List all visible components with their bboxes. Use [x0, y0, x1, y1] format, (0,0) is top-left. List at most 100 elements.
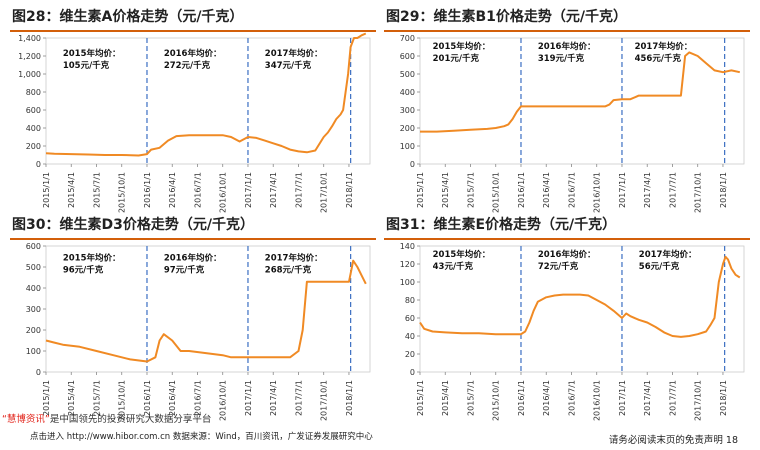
annotation-title: 2016年均价：: [538, 41, 596, 52]
y-tick-label: 0: [36, 160, 41, 169]
y-tick-label: 300: [26, 305, 41, 314]
annotation-value: 319元/千克: [538, 53, 585, 64]
source-line[interactable]: 点击进入 http://www.hibor.com.cn 数据来源：Wind，百…: [30, 432, 373, 442]
x-tick-label: 2016/1/1: [143, 380, 152, 416]
footer-note: “慧博资讯”是中国领先的投资研究大数据分享平台: [2, 411, 211, 425]
price-line: [45, 259, 367, 363]
y-tick-label: 400: [26, 124, 41, 133]
y-tick-label: 0: [410, 160, 415, 169]
x-tick-label: 2017/1/1: [618, 380, 627, 416]
annotation-value: 56元/千克: [639, 261, 680, 272]
x-tick-label: 2015/10/1: [118, 172, 127, 213]
x-tick-label: 2017/4/1: [269, 172, 278, 208]
y-tick-label: 400: [26, 284, 41, 293]
x-tick-label: 2017/1/1: [244, 172, 253, 208]
page-number: 18: [725, 435, 738, 446]
x-tick-label: 2015/4/1: [441, 172, 450, 208]
x-tick-label: 2018/1/1: [719, 380, 728, 416]
brand-text: “慧博资讯”: [2, 414, 50, 425]
y-tick-label: 20: [405, 350, 415, 359]
x-tick-label: 2017/10/1: [694, 380, 703, 421]
x-tick-label: 2016/7/1: [193, 380, 202, 416]
chart-panel-vitamin-a: 图28：维生素A价格走势（元/千克） 0 200 400 600 800 1,000 1,2…: [10, 6, 376, 213]
annotation-title: 2017年均价：: [639, 249, 697, 260]
annotation-title: 2016年均价：: [538, 249, 596, 260]
x-tick-label: 2015/10/1: [492, 380, 501, 421]
chart-panel-vitamin-e: 图31：维生素E价格走势（元/千克） 0 20 40 60 80 100 120 140 201…: [384, 214, 750, 421]
annotation-value: 72元/千克: [538, 261, 579, 272]
x-tick-label: 2018/1/1: [345, 172, 354, 208]
annotation-title: 2015年均价：: [63, 48, 121, 59]
x-tick-label: 2016/10/1: [219, 380, 228, 421]
x-tick-label: 2017/7/1: [668, 172, 677, 208]
x-tick-label: 2015/7/1: [92, 380, 101, 416]
x-tick-label: 2016/4/1: [168, 380, 177, 416]
y-tick-label: 40: [405, 332, 415, 341]
price-line: [45, 32, 367, 157]
y-tick-label: 1,000: [18, 70, 41, 79]
x-tick-label: 2015/7/1: [466, 172, 475, 208]
annotation-title: 2016年均价：: [164, 48, 222, 59]
annotation-title: 2017年均价：: [265, 253, 323, 264]
x-tick-label: 2016/7/1: [567, 172, 576, 208]
line-chart-vitamin-d3: 0 100 200 300 400 500 600 2015/1/1 2015/4/1 2015/…: [26, 242, 371, 421]
annotation-title: 2017年均价：: [635, 41, 693, 52]
x-tick-label: 2018/1/1: [345, 380, 354, 416]
x-tick-label: 2017/1/1: [618, 172, 627, 208]
annotation-title: 2016年均价：: [164, 253, 222, 264]
x-tick-label: 2015/4/1: [67, 380, 76, 416]
y-tick-label: 600: [26, 106, 41, 115]
note-text: 是中国领先的投资研究大数据分享平台: [49, 414, 212, 425]
y-tick-label: 1,400: [18, 34, 41, 43]
x-tick-label: 2016/4/1: [542, 380, 551, 416]
annotation-value: 201元/千克: [433, 53, 480, 64]
annotation-value: 97元/千克: [164, 265, 205, 276]
x-tick-label: 2015/4/1: [441, 380, 450, 416]
x-tick-label: 2015/7/1: [92, 172, 101, 208]
price-line: [419, 255, 741, 338]
y-tick-label: 0: [410, 368, 415, 377]
x-tick-label: 2017/1/1: [244, 380, 253, 416]
y-tick-label: 0: [36, 368, 41, 377]
x-tick-label: 2016/10/1: [593, 172, 602, 213]
annotation-title: 2017年均价：: [265, 48, 323, 59]
y-tick-label: 60: [405, 314, 415, 323]
x-tick-label: 2016/4/1: [542, 172, 551, 208]
x-tick-label: 2015/1/1: [416, 380, 425, 416]
chart-panel-vitamin-d3: 图30：维生素D3价格走势（元/千克） 0 100 200 300 400 500 600 2…: [10, 214, 376, 421]
x-tick-label: 2015/1/1: [42, 172, 51, 208]
x-tick-label: 2016/10/1: [219, 172, 228, 213]
x-tick-label: 2017/7/1: [294, 172, 303, 208]
annotation-title: 2015年均价：: [433, 249, 491, 260]
x-tick-label: 2015/7/1: [466, 380, 475, 416]
y-tick-label: 500: [26, 263, 41, 272]
y-tick-label: 100: [26, 347, 41, 356]
y-tick-label: 500: [400, 70, 415, 79]
x-tick-label: 2017/10/1: [320, 380, 329, 421]
annotation-title: 2015年均价：: [63, 253, 121, 264]
y-tick-label: 120: [400, 260, 415, 269]
x-tick-label: 2018/1/1: [719, 172, 728, 208]
line-chart-vitamin-a: 0 200 400 600 800 1,000 1,200 1,400 2015/1/1 2015…: [18, 32, 371, 213]
x-tick-label: 2015/10/1: [492, 172, 501, 213]
y-tick-label: 140: [400, 242, 415, 251]
plot-area: [419, 37, 745, 165]
x-tick-label: 2015/1/1: [42, 380, 51, 416]
y-tick-label: 700: [400, 34, 415, 43]
x-tick-label: 2017/4/1: [269, 380, 278, 416]
annotation-value: 43元/千克: [433, 261, 474, 272]
line-chart-vitamin-b1: 0 100 200 300 400 500 600 700 2015/1/1 2015/4/1 20…: [400, 34, 745, 213]
annotation-value: 105元/千克: [63, 60, 110, 71]
plot-area: [419, 245, 745, 373]
x-tick-label: 2017/7/1: [294, 380, 303, 416]
x-tick-label: 2015/1/1: [416, 172, 425, 208]
x-tick-label: 2015/4/1: [67, 172, 76, 208]
x-tick-label: 2017/4/1: [643, 172, 652, 208]
price-line: [420, 51, 741, 133]
y-tick-label: 200: [26, 142, 41, 151]
annotation-title: 2015年均价：: [433, 41, 491, 52]
chart-title: 图28：维生素A价格走势（元/千克）: [10, 6, 376, 32]
plot-area: [45, 37, 371, 165]
y-tick-label: 200: [400, 124, 415, 133]
y-tick-label: 80: [405, 296, 415, 305]
